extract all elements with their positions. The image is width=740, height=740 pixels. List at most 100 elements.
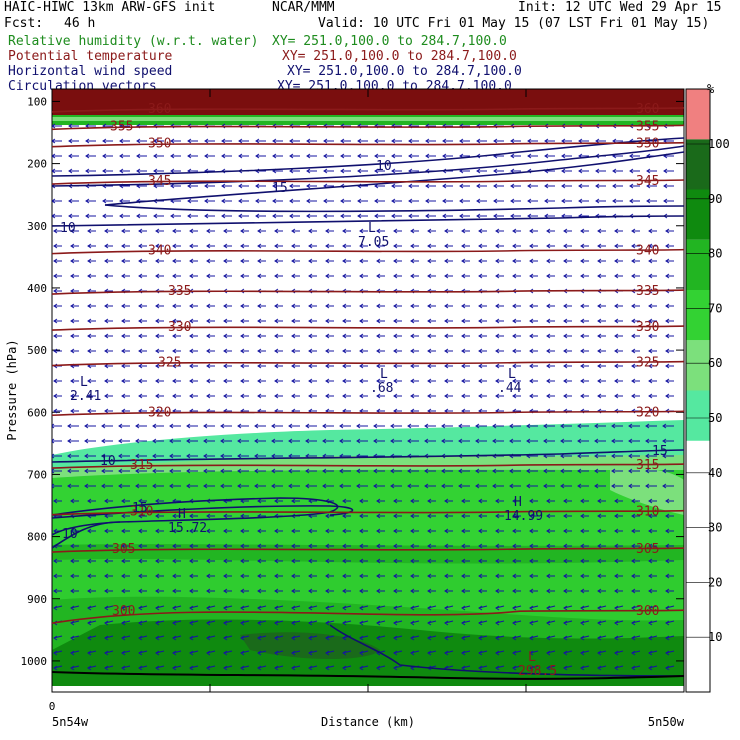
circulation-vector-head [342, 333, 347, 339]
circulation-vector-head [529, 573, 534, 579]
circulation-vector-head [257, 558, 262, 564]
circulation-vector-head [84, 483, 89, 489]
circulation-vector-head [206, 558, 211, 564]
circulation-vector-head [322, 438, 327, 444]
circulation-vector-head [359, 605, 364, 611]
extremum-value: .44 [498, 381, 522, 396]
circulation-vector-head [665, 348, 670, 354]
circulation-vector-head [359, 588, 364, 594]
circulation-vector-head [291, 498, 296, 504]
circulation-vector-head [393, 528, 398, 534]
circulation-vector-head [274, 393, 279, 399]
wind-speed-label: 15 [652, 444, 668, 459]
circulation-vector-head [359, 303, 364, 309]
circulation-vector-head [645, 483, 650, 489]
circulation-vector-head [546, 635, 551, 641]
circulation-vector-head [53, 635, 58, 641]
circulation-vector-head [308, 258, 313, 264]
circulation-vector-head [87, 665, 92, 671]
circulation-vector-head [563, 393, 568, 399]
circulation-vector-head [561, 168, 566, 174]
circulation-vector-head [118, 468, 123, 474]
circulation-vector-head [410, 588, 415, 594]
circulation-vector-head [410, 348, 415, 354]
circulation-vector-head [648, 228, 653, 234]
circulation-vector-head [187, 183, 192, 189]
circulation-vector-head [458, 483, 463, 489]
circulation-vector-head [597, 228, 602, 234]
circulation-vector-head [87, 573, 92, 579]
circulation-vector-head [546, 318, 551, 324]
circulation-vector-head [427, 635, 432, 641]
circulation-vector-head [172, 528, 177, 534]
circulation-vector-head [580, 620, 585, 626]
circulation-vector-head [597, 635, 602, 641]
circulation-vector-head [138, 528, 143, 534]
circulation-vector-head [441, 423, 446, 429]
circulation-vector-head [308, 635, 313, 641]
rh-shading [52, 89, 684, 692]
circulation-vector-head [512, 228, 517, 234]
circulation-vector-head [308, 303, 313, 309]
circulation-vector-head [204, 153, 209, 159]
circulation-vector-head [563, 318, 568, 324]
circulation-vector-head [459, 138, 464, 144]
circulation-vector-head [155, 650, 160, 656]
circulation-vector-head [529, 333, 534, 339]
circulation-vector-head [291, 588, 296, 594]
circulation-vector-head [155, 363, 160, 369]
circulation-vector-head [271, 483, 276, 489]
circulation-vector-head [172, 348, 177, 354]
circulation-vector-head [223, 588, 228, 594]
circulation-vector-head [648, 528, 653, 534]
theta-contour-label: 355 [636, 119, 659, 134]
circulation-vector-head [138, 620, 143, 626]
circulation-vector-head [546, 378, 551, 384]
circulation-vector-head [529, 273, 534, 279]
circulation-vector-head [186, 423, 191, 429]
theta-contour-label: 305 [112, 542, 135, 557]
colorbar-segment [686, 139, 710, 190]
circulation-vector-head [104, 573, 109, 579]
circulation-vector-head [495, 228, 500, 234]
circulation-vector-head [87, 620, 92, 626]
circulation-vector-head [595, 183, 600, 189]
circulation-vector-head [356, 423, 361, 429]
circulation-vector-head [87, 228, 92, 234]
circulation-vector-head [104, 303, 109, 309]
model-title: HAIC-HIWC 13km ARW-GFS init [4, 0, 216, 15]
circulation-vector-head [580, 558, 585, 564]
circulation-vector-head [359, 650, 364, 656]
circulation-vector-head [240, 303, 245, 309]
extremum-value: 14.99 [504, 509, 543, 524]
circulation-vector-head [53, 348, 58, 354]
circulation-vector-head [240, 558, 245, 564]
circulation-vector-head [563, 573, 568, 579]
circulation-vector-head [186, 483, 191, 489]
circulation-vector-head [237, 468, 242, 474]
circulation-vector-head [442, 198, 447, 204]
circulation-vector-head [561, 183, 566, 189]
circulation-vector-head [410, 318, 415, 324]
circulation-vector-head [614, 378, 619, 384]
circulation-vector-head [104, 543, 109, 549]
circulation-vector-head [53, 650, 58, 656]
circulation-vector-head [172, 605, 177, 611]
circulation-vector-head [189, 393, 194, 399]
circulation-vector-head [274, 558, 279, 564]
circulation-vector-head [393, 635, 398, 641]
circulation-vector-head [393, 363, 398, 369]
circulation-vector-head [308, 573, 313, 579]
contour-labels: 360 360 355 355 350 350 345 345 340 340 335 335 330 3… [60, 102, 668, 679]
circulation-vector-head [308, 273, 313, 279]
circulation-vector-head [102, 168, 107, 174]
circulation-vector-head [376, 228, 381, 234]
circulation-vector-head [444, 273, 449, 279]
circulation-vector-head [631, 378, 636, 384]
circulation-vector-head [597, 558, 602, 564]
circulation-vector-head [563, 528, 568, 534]
circulation-vector-head [597, 665, 602, 671]
circulation-vector-head [424, 468, 429, 474]
circulation-vector-head [425, 198, 430, 204]
circulation-vector-head [170, 183, 175, 189]
